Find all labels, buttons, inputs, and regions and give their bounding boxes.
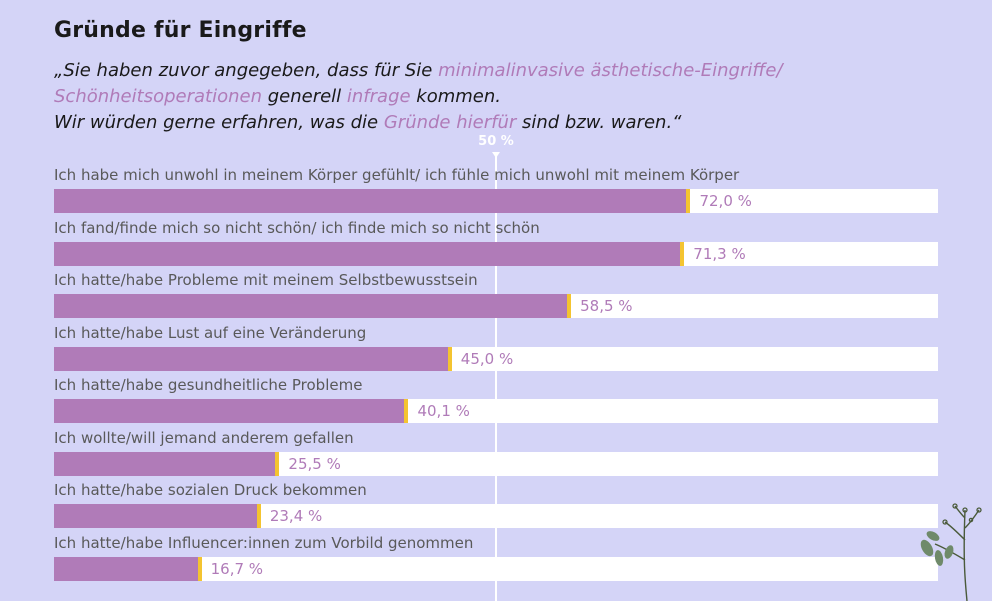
bar	[54, 346, 452, 371]
value-label: 40,1 %	[417, 402, 470, 420]
bar	[54, 241, 685, 266]
bar	[54, 294, 572, 318]
survey-question-quote: „Sie haben zuvor angegeben, dass für Sie…	[54, 58, 874, 136]
bar-row: Ich habe mich unwohl in meinem Körper ge…	[54, 165, 938, 215]
quote-text: „Sie haben zuvor angegeben, dass für Sie	[54, 60, 439, 81]
bar-track: 71,3 %	[54, 241, 938, 266]
category-label: Ich hatte/habe Influencer:innen zum Vorb…	[54, 533, 474, 552]
bar	[54, 399, 409, 423]
quote-highlight: infrage	[346, 86, 411, 107]
plant-sprig-icon	[920, 503, 982, 601]
value-label: 25,5 %	[288, 454, 341, 473]
bar-track: 58,5 %	[54, 294, 938, 318]
bar-track: 16,7 %	[54, 556, 938, 581]
value-label: 45,0 %	[460, 349, 514, 368]
category-label: Ich hatte/habe sozialen Druck bekommen	[54, 481, 367, 499]
chart-title: Gründe für Eingriffe	[54, 18, 307, 43]
bar-track: 23,4 %	[54, 504, 938, 528]
quote-text: kommen.	[410, 86, 502, 107]
bar-track: 40,1 %	[54, 399, 938, 423]
value-label: 23,4 %	[269, 507, 323, 525]
bar	[54, 451, 280, 476]
bar	[54, 504, 261, 528]
bar-row: Ich fand/finde mich so nicht schön/ ich …	[54, 218, 938, 268]
bar-track: 45,0 %	[54, 346, 938, 371]
bar-row: Ich hatte/habe sozialen Druck bekommen 23…	[54, 480, 938, 530]
category-label: Ich hatte/habe Lust auf eine Veränderung	[54, 323, 367, 342]
bar-row: Ich hatte/habe gesundheitliche Probleme 4…	[54, 375, 938, 425]
value-label: 72,0 %	[699, 192, 752, 210]
category-label: Ich hatte/habe gesundheitliche Probleme	[54, 376, 363, 394]
category-label: Ich habe mich unwohl in meinem Körper ge…	[54, 166, 740, 184]
bar-row: Ich wollte/will jemand anderem gefallen 2…	[54, 428, 938, 478]
category-label: Ich hatte/habe Probleme mit meinem Selbs…	[54, 271, 478, 289]
value-label: 71,3 %	[693, 244, 746, 263]
value-label: 58,5 %	[580, 297, 633, 315]
category-label: Ich fand/finde mich so nicht schön/ ich …	[54, 218, 540, 237]
bar-row: Ich hatte/habe Lust auf eine Veränderung…	[54, 323, 938, 373]
quote-highlight: Schönheitsoperationen	[54, 86, 262, 107]
quote-text: generell	[261, 86, 347, 107]
reference-line-label: 50 %	[478, 134, 514, 149]
bar-track: 25,5 %	[54, 451, 938, 476]
value-label: 16,7 %	[210, 559, 264, 578]
bar-row: Ich hatte/habe Probleme mit meinem Selbs…	[54, 270, 938, 320]
bar	[54, 189, 691, 213]
quote-text: sind bzw. waren.“	[516, 112, 682, 133]
quote-highlight: Gründe hierfür	[383, 112, 517, 133]
category-label: Ich wollte/will jemand anderem gefallen	[54, 428, 354, 447]
bar-row: Ich hatte/habe Influencer:innen zum Vorb…	[54, 533, 938, 583]
quote-highlight: minimalinvasive ästhetische-Eingriffe/	[438, 60, 783, 81]
quote-text: Wir würden gerne erfahren, was die	[54, 112, 384, 133]
bar-track: 72,0 %	[54, 189, 938, 213]
reference-line-50	[495, 156, 497, 601]
reference-marker-icon	[492, 152, 500, 158]
bar	[54, 556, 202, 581]
